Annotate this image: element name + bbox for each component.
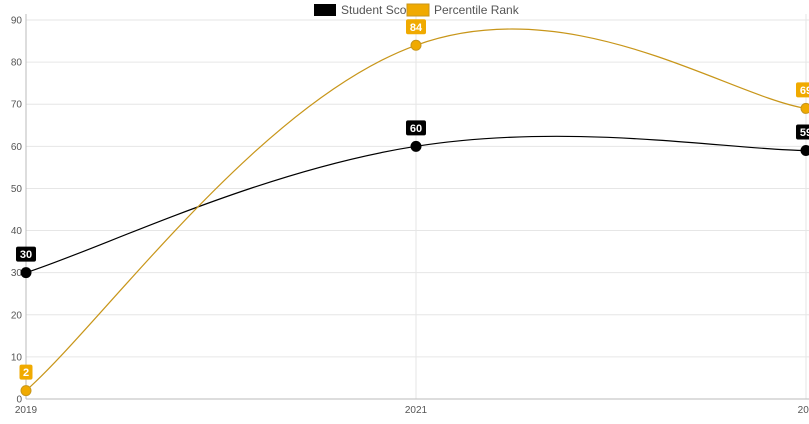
gridlines bbox=[26, 14, 809, 399]
data-point-student-score bbox=[800, 145, 809, 157]
data-label-percentile-rank: 2 bbox=[23, 367, 29, 379]
y-tick-label: 10 bbox=[11, 352, 23, 363]
data-labels: 30 60 59 2 84 69 bbox=[16, 19, 809, 380]
y-tick-label: 20 bbox=[11, 310, 23, 321]
data-label-box-student-score bbox=[796, 124, 809, 140]
legend-item-percentile-rank[interactable]: Percentile Rank bbox=[406, 3, 520, 17]
data-point-percentile-rank bbox=[410, 39, 422, 51]
data-label-percentile-rank: 84 bbox=[410, 22, 423, 34]
data-point-student-score bbox=[20, 267, 32, 279]
series-line-percentile-rank bbox=[25, 28, 807, 392]
data-label-box-student-score bbox=[406, 120, 426, 136]
data-label-student-score: 30 bbox=[20, 249, 32, 261]
data-label-student-score: 59 bbox=[800, 127, 809, 139]
legend: Student Score Percentile Rank bbox=[314, 3, 520, 17]
y-tick-label: 70 bbox=[11, 100, 23, 111]
y-tick-label: 80 bbox=[11, 58, 23, 69]
x-tick-label: 2019 bbox=[15, 405, 38, 416]
y-tick-label: 0 bbox=[16, 395, 22, 406]
legend-label-percentile-rank: Percentile Rank bbox=[434, 3, 520, 17]
data-label-box-percentile-rank bbox=[19, 364, 33, 380]
x-tick-label: 202 bbox=[798, 405, 809, 416]
data-label-percentile-rank: 69 bbox=[800, 85, 809, 97]
y-tick-label: 60 bbox=[11, 142, 23, 153]
data-label-box-percentile-rank bbox=[796, 82, 809, 98]
data-label-student-score: 60 bbox=[410, 123, 422, 135]
axes: 0 10 20 30 40 50 60 70 80 90 2019 2021 202 bbox=[11, 14, 809, 416]
x-tick-label: 2021 bbox=[405, 405, 428, 416]
y-tick-label: 50 bbox=[11, 184, 23, 195]
series-points bbox=[20, 39, 809, 397]
y-tick-label: 30 bbox=[11, 268, 23, 279]
data-point-student-score bbox=[410, 140, 422, 152]
y-tick-label: 90 bbox=[11, 16, 23, 27]
legend-item-student-score[interactable]: Student Score bbox=[314, 3, 417, 17]
legend-swatch-percentile-rank bbox=[406, 3, 430, 17]
data-point-percentile-rank bbox=[20, 385, 32, 397]
data-label-box-percentile-rank bbox=[406, 19, 426, 35]
y-tick-label: 40 bbox=[11, 226, 23, 237]
legend-label-student-score: Student Score bbox=[341, 3, 417, 17]
data-point-percentile-rank bbox=[800, 102, 809, 114]
data-label-box-student-score bbox=[16, 246, 36, 262]
legend-swatch-student-score bbox=[314, 4, 336, 16]
